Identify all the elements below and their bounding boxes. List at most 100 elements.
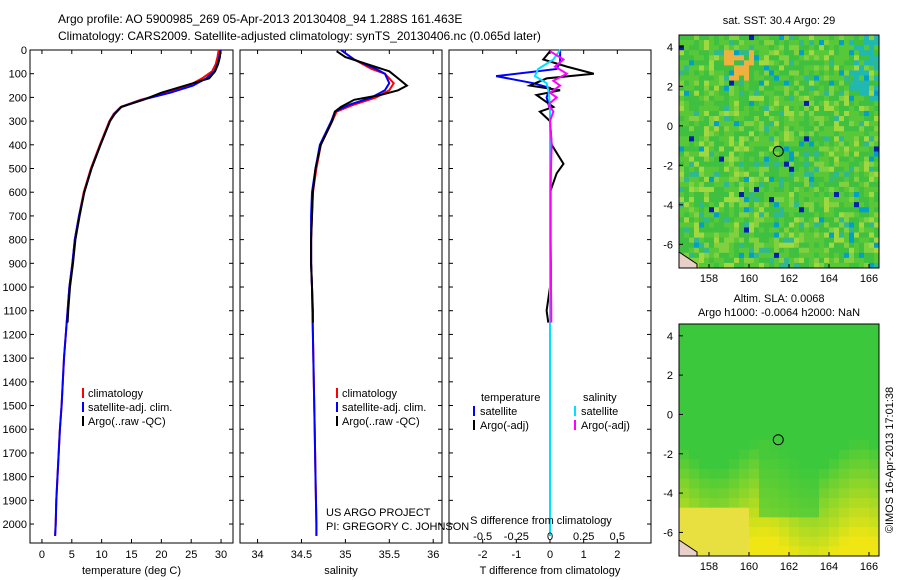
heatmap-cell — [844, 202, 850, 208]
heatmap-cell — [734, 262, 740, 269]
heatmap-cell — [859, 401, 870, 412]
heatmap-cell — [819, 517, 830, 528]
heatmap-cell — [874, 105, 880, 112]
heatmap-cell — [729, 401, 740, 412]
legend-header-temperature: temperature — [481, 392, 540, 404]
heatmap-cell — [869, 141, 875, 147]
heatmap-cell — [844, 252, 850, 259]
heatmap-cell — [714, 161, 720, 168]
heatmap-cell — [859, 212, 865, 218]
heatmap-cell — [859, 430, 870, 441]
heatmap-cell — [719, 333, 730, 344]
heatmap-cell — [809, 382, 820, 393]
heatmap-cell — [854, 227, 860, 233]
heatmap-cell — [734, 85, 740, 92]
heatmap-cell — [714, 80, 720, 87]
heatmap-cell — [799, 449, 810, 460]
heatmap-cell — [689, 121, 695, 127]
heatmap-cell — [724, 126, 730, 132]
heatmap-cell — [759, 440, 770, 451]
heatmap-cell — [779, 100, 785, 107]
heatmap-cell — [824, 110, 830, 117]
heatmap-cell — [824, 151, 830, 157]
heatmap-cell — [824, 70, 830, 76]
heatmap-cell — [779, 45, 785, 51]
heatmap-cell — [834, 202, 840, 208]
heatmap-cell — [779, 197, 785, 203]
heatmap-cell — [849, 478, 860, 489]
y-tick-label: 1200 — [3, 329, 27, 341]
heatmap-cell — [764, 262, 770, 269]
heatmap-cell — [849, 527, 860, 538]
heatmap-cell — [804, 121, 810, 127]
heatmap-cell — [739, 75, 745, 81]
heatmap-cell — [819, 262, 825, 269]
heatmap-cell — [774, 237, 780, 244]
heatmap-cell — [859, 151, 865, 157]
heatmap-cell — [829, 232, 835, 239]
heatmap-cell — [784, 181, 790, 188]
heatmap-cell — [864, 161, 870, 168]
heatmap-cell — [834, 136, 840, 142]
heatmap-cell — [809, 507, 820, 518]
heatmap-cell — [689, 372, 700, 383]
heatmap-cell — [829, 401, 840, 412]
heatmap-cell — [799, 207, 805, 213]
series-line-temperature — [54, 49, 220, 536]
series-line-salinity — [310, 49, 391, 536]
heatmap-cell — [709, 237, 715, 244]
heatmap-cell — [759, 362, 770, 373]
heatmap-cell — [799, 121, 805, 127]
heatmap-cell — [719, 40, 725, 46]
heatmap-cell — [859, 202, 865, 208]
heatmap-cell — [819, 459, 830, 470]
heatmap-cell — [809, 166, 815, 173]
heatmap-cell — [839, 227, 845, 233]
heatmap-cell — [799, 257, 805, 264]
heatmap-cell — [794, 192, 800, 198]
heatmap-cell — [779, 430, 790, 441]
heatmap-cell — [799, 546, 810, 557]
heatmap-cell — [794, 262, 800, 269]
heatmap-cell — [869, 60, 875, 66]
heatmap-cell — [794, 161, 800, 168]
heatmap-cell — [734, 222, 740, 228]
heatmap-cell — [749, 362, 760, 373]
heatmap-cell — [729, 546, 740, 557]
heatmap-cell — [789, 362, 800, 373]
sst-map-title: sat. SST: 30.4 Argo: 29 — [723, 15, 836, 27]
x-tick-label-differences: 0 — [547, 549, 553, 561]
heatmap-cell — [749, 80, 755, 87]
heatmap-cell — [754, 116, 760, 122]
heatmap-cell — [809, 100, 815, 107]
heatmap-cell — [779, 247, 785, 254]
heatmap-cell — [679, 517, 690, 528]
heatmap-cell — [719, 469, 730, 480]
heatmap-cell — [724, 60, 730, 66]
heatmap-cell — [679, 207, 685, 213]
heatmap-cell — [684, 105, 690, 112]
heatmap-cell — [744, 80, 750, 87]
heatmap-cell — [689, 105, 695, 112]
heatmap-cell — [814, 90, 820, 97]
heatmap-cell — [699, 192, 705, 198]
heatmap-cell — [759, 90, 765, 97]
heatmap-cell — [809, 401, 820, 412]
heatmap-cell — [689, 237, 695, 244]
x-tick-label-temperature: 10 — [96, 549, 108, 561]
heatmap-cell — [759, 227, 765, 233]
heatmap-cell — [854, 65, 860, 71]
heatmap-cell — [729, 257, 735, 264]
heatmap-cell — [684, 227, 690, 233]
heatmap-cell — [749, 60, 755, 66]
heatmap-cell — [759, 257, 765, 264]
heatmap-cell — [854, 151, 860, 157]
heatmap-cell — [834, 60, 840, 66]
heatmap-cell — [779, 536, 790, 547]
heatmap-cell — [724, 186, 730, 193]
heatmap-cell — [869, 40, 875, 46]
heatmap-cell — [699, 100, 705, 107]
heatmap-cell — [804, 151, 810, 157]
heatmap-cell — [729, 146, 735, 152]
